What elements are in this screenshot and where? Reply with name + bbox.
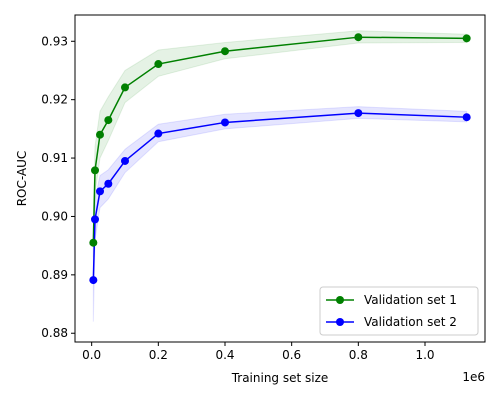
series-2-point [91, 215, 99, 223]
series-2-point [221, 118, 229, 126]
series-2-point [121, 157, 129, 165]
legend-marker-swatch [336, 296, 344, 304]
x-axis-label: Training set size [231, 371, 329, 385]
x-axis: 0.0 0.2 0.4 0.6 0.8 1.0 [82, 342, 434, 362]
legend: Validation set 1 Validation set 2 [320, 287, 478, 335]
y-tick-label: 0.93 [41, 34, 68, 48]
x-tick-label: 1.0 [415, 348, 434, 362]
series-1-point [154, 60, 162, 68]
series-2-point [463, 113, 471, 121]
y-tick-label: 0.88 [41, 326, 68, 340]
y-tick-label: 0.92 [41, 93, 68, 107]
x-tick-label: 0.2 [149, 348, 168, 362]
x-tick-label: 0.4 [215, 348, 234, 362]
legend-entry-label: Validation set 1 [364, 293, 457, 307]
series-2-point [96, 187, 104, 195]
legend-entry-label: Validation set 2 [364, 315, 457, 329]
y-tick-label: 0.91 [41, 151, 68, 165]
x-axis-offset-label: 1e6 [462, 370, 485, 384]
x-tick-label: 0.8 [349, 348, 368, 362]
series-1-point [463, 34, 471, 42]
y-tick-label: 0.90 [41, 209, 68, 223]
series-1-point [89, 239, 97, 247]
y-tick-label: 0.89 [41, 268, 68, 282]
series-1-point [91, 166, 99, 174]
y-axis-label: ROC-AUC [15, 151, 29, 207]
series-2-point [89, 276, 97, 284]
series-1-point [354, 33, 362, 41]
series-1-point [96, 131, 104, 139]
series-2-point [154, 130, 162, 138]
series-2-point [354, 109, 362, 117]
confidence-bands [93, 31, 466, 322]
series-1-point [121, 83, 129, 91]
series-1-point [221, 47, 229, 55]
series-1-point [104, 116, 112, 124]
y-axis: 0.88 0.89 0.90 0.91 0.92 0.93 [41, 34, 75, 340]
series-2-point [104, 180, 112, 188]
x-tick-label: 0.6 [282, 348, 301, 362]
legend-marker-swatch [336, 318, 344, 326]
x-tick-label: 0.0 [82, 348, 101, 362]
